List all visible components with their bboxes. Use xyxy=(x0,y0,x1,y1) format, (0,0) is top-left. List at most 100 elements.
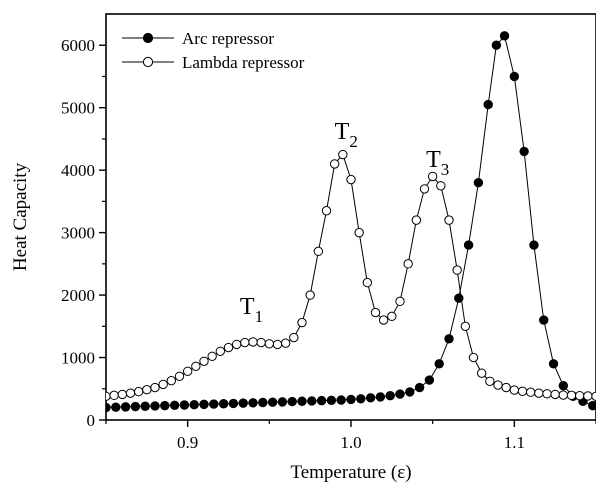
data-point-lambda xyxy=(272,339,283,350)
data-point-lambda xyxy=(182,366,193,376)
data-point-arc xyxy=(189,399,199,410)
legend-label-arc: Arc repressor xyxy=(182,29,274,48)
data-point-lambda xyxy=(125,388,136,398)
data-point-lambda xyxy=(256,337,266,348)
data-point-arc xyxy=(434,359,444,369)
data-point-arc xyxy=(160,400,170,411)
data-point-lambda xyxy=(354,227,364,238)
y-axis-label: Heat Capacity xyxy=(10,162,31,271)
peak-label-t2: T2 xyxy=(335,119,358,151)
data-point-lambda xyxy=(476,368,487,378)
data-point-arc xyxy=(444,334,454,344)
data-point-lambda xyxy=(106,391,111,401)
data-point-lambda xyxy=(534,388,544,398)
data-point-arc xyxy=(150,401,160,411)
data-point-lambda xyxy=(525,387,536,397)
data-point-lambda xyxy=(166,375,177,386)
y-tick-label: 4000 xyxy=(61,161,95,180)
y-tick-label: 5000 xyxy=(61,99,95,118)
data-point-arc xyxy=(483,99,493,110)
data-point-lambda xyxy=(117,389,128,400)
data-point-lambda xyxy=(468,352,479,363)
legend-marker-arc xyxy=(142,32,154,44)
data-point-arc xyxy=(375,392,386,402)
data-point-lambda xyxy=(313,246,324,257)
data-point-arc xyxy=(228,398,239,409)
data-point-arc xyxy=(529,240,539,250)
data-point-lambda xyxy=(207,351,217,361)
data-point-lambda xyxy=(264,339,275,349)
data-point-lambda xyxy=(109,390,119,401)
data-point-arc xyxy=(248,398,258,408)
data-point-arc xyxy=(287,396,297,407)
data-point-lambda xyxy=(436,181,446,191)
data-point-lambda xyxy=(240,337,250,348)
data-point-lambda xyxy=(338,149,348,160)
data-point-lambda xyxy=(485,376,495,386)
data-point-lambda xyxy=(280,338,291,348)
data-point-arc xyxy=(120,402,131,412)
series-line-lambda xyxy=(106,153,596,397)
data-point-lambda xyxy=(501,382,511,393)
data-point-lambda xyxy=(493,380,503,390)
data-point-lambda xyxy=(558,390,569,400)
data-point-lambda xyxy=(542,389,552,399)
data-point-lambda xyxy=(419,184,430,194)
y-tick-label: 6000 xyxy=(61,36,95,55)
series-line-arc xyxy=(106,34,593,409)
data-point-lambda xyxy=(329,159,340,169)
data-point-arc xyxy=(169,400,180,411)
data-point-lambda xyxy=(362,277,373,288)
data-point-lambda xyxy=(289,332,299,343)
data-point-lambda xyxy=(460,321,471,332)
data-point-arc xyxy=(491,40,502,50)
data-point-lambda xyxy=(403,259,413,269)
data-point-arc xyxy=(365,393,376,403)
data-point-arc xyxy=(558,380,569,391)
data-point-arc xyxy=(238,398,248,408)
ticks-layer: 0.9 1.0 1.1 0 1000 2000 3000 4000 5000 6000 xyxy=(61,36,596,452)
data-point-arc xyxy=(140,401,150,411)
data-point-arc xyxy=(297,396,307,406)
data-point-arc xyxy=(499,31,510,41)
data-point-lambda xyxy=(191,361,201,371)
series-lambda xyxy=(106,149,596,401)
data-point-lambda xyxy=(378,315,389,325)
axes-layer xyxy=(105,13,596,421)
data-point-arc xyxy=(218,399,229,409)
data-point-arc xyxy=(385,390,395,401)
data-point-lambda xyxy=(411,215,422,225)
data-point-lambda xyxy=(346,174,356,185)
data-point-arc xyxy=(130,401,141,412)
data-point-arc xyxy=(395,389,405,399)
data-point-lambda xyxy=(321,206,332,216)
data-point-arc xyxy=(473,177,484,188)
data-point-arc xyxy=(463,240,474,250)
data-point-arc xyxy=(509,71,520,82)
data-point-lambda xyxy=(158,379,168,390)
legend-marker-lambda xyxy=(142,56,154,68)
data-point-lambda xyxy=(452,265,462,275)
data-point-lambda xyxy=(174,371,185,381)
data-point-arc xyxy=(405,387,415,397)
data-point-lambda xyxy=(591,391,596,401)
data-point-lambda xyxy=(509,385,520,395)
data-point-arc xyxy=(356,394,366,404)
data-point-lambda xyxy=(566,390,577,401)
data-point-lambda xyxy=(231,339,242,350)
x-tick-label: 1.1 xyxy=(504,433,525,452)
data-point-arc xyxy=(424,375,435,385)
data-point-arc xyxy=(316,395,327,406)
data-point-arc xyxy=(179,400,190,410)
data-point-arc xyxy=(519,146,529,157)
data-point-arc xyxy=(588,400,596,411)
data-point-arc xyxy=(258,397,268,408)
data-point-arc xyxy=(199,399,209,410)
data-point-lambda xyxy=(427,171,438,182)
data-point-arc xyxy=(307,396,317,406)
x-axis-label: Temperature (ε) xyxy=(290,462,411,483)
data-point-arc xyxy=(277,397,288,407)
plot-frame xyxy=(105,13,596,421)
data-point-arc xyxy=(106,402,111,413)
